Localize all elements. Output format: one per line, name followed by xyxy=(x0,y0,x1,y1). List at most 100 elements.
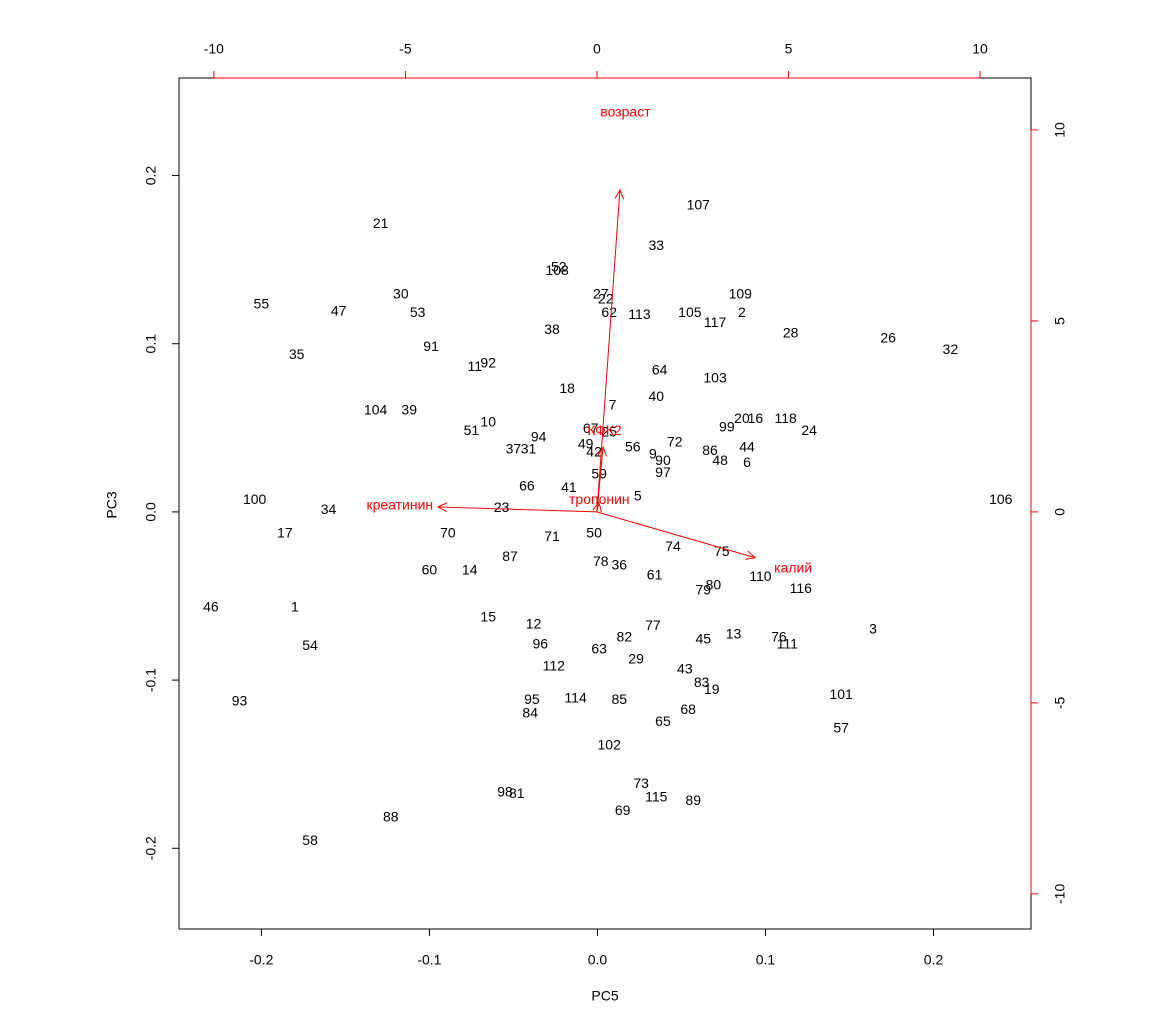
point-label: 103 xyxy=(703,370,727,386)
point-label: 49 xyxy=(578,435,594,451)
point-label: 37 xyxy=(506,440,522,456)
point-label: 27 xyxy=(593,286,609,302)
x-tick-label: 0.1 xyxy=(756,952,776,968)
point-label: 5 xyxy=(634,487,642,503)
point-label: 73 xyxy=(633,775,649,791)
point-label: 114 xyxy=(564,689,587,705)
point-label: 106 xyxy=(989,491,1013,507)
point-label: 52 xyxy=(551,259,567,275)
point-label: 14 xyxy=(462,561,478,577)
point-label: 9 xyxy=(649,445,657,461)
point-label: 94 xyxy=(531,429,547,445)
point-label: 82 xyxy=(617,629,633,645)
point-label: 41 xyxy=(561,479,577,495)
point-label: 32 xyxy=(943,341,959,357)
point-label: 68 xyxy=(680,701,696,717)
x-axis-label: PC5 xyxy=(591,988,618,1004)
y-tick-label: 0.1 xyxy=(143,334,159,354)
x-tick-label: -0.1 xyxy=(417,952,441,968)
point-label: 13 xyxy=(726,625,742,641)
point-label: 56 xyxy=(625,439,641,455)
y2-tick-label: 0 xyxy=(1052,508,1068,516)
point-label: 81 xyxy=(509,785,525,801)
point-label: 38 xyxy=(544,321,560,337)
point-label: 36 xyxy=(611,556,627,572)
loading-arrow xyxy=(596,446,604,512)
point-label: 110 xyxy=(749,568,772,584)
point-label: 53 xyxy=(410,304,426,320)
arrow-head xyxy=(614,188,625,200)
point-label: 17 xyxy=(277,524,293,540)
arrow-head xyxy=(745,550,757,560)
point-label: 87 xyxy=(502,548,518,564)
point-label: 6 xyxy=(743,454,751,470)
point-label: 95 xyxy=(524,691,540,707)
point-label: 67 xyxy=(583,420,599,436)
point-label: 97 xyxy=(655,464,671,480)
point-label: 70 xyxy=(440,524,456,540)
point-label: 29 xyxy=(628,651,644,667)
x-tick-label: 0.2 xyxy=(924,952,944,968)
y-tick-label: -0.1 xyxy=(143,668,159,692)
y-tick-label: 0.0 xyxy=(143,502,159,522)
y-tick-label: 0.2 xyxy=(143,166,159,186)
point-label: 7 xyxy=(609,397,617,413)
point-label: 98 xyxy=(497,783,513,799)
point-label: 48 xyxy=(712,452,728,468)
point-label: 66 xyxy=(519,477,535,493)
point-label: 26 xyxy=(880,329,896,345)
point-label: 64 xyxy=(652,361,668,377)
point-label: 111 xyxy=(777,635,798,651)
point-label: 19 xyxy=(704,681,720,697)
point-label: 24 xyxy=(801,422,817,438)
loading-arrow xyxy=(596,511,756,559)
point-label: 74 xyxy=(665,538,681,554)
point-label: 76 xyxy=(771,629,787,645)
point-label: 77 xyxy=(645,617,661,633)
x-tick-label: -0.2 xyxy=(249,952,273,968)
point-label: 96 xyxy=(533,635,549,651)
point-label: 25 xyxy=(601,424,617,440)
x2-tick-label: 10 xyxy=(972,41,988,57)
point-label: 109 xyxy=(729,286,753,302)
point-label: 88 xyxy=(383,809,399,825)
y2-tick-label: 5 xyxy=(1052,317,1068,325)
point-label: 1 xyxy=(291,598,299,614)
point-label: 54 xyxy=(302,637,318,653)
point-label: 90 xyxy=(655,452,671,468)
point-label: 42 xyxy=(586,444,602,460)
x2-tick-label: -5 xyxy=(399,41,412,57)
point-label: 18 xyxy=(559,380,575,396)
point-label: 108 xyxy=(545,262,569,278)
point-label: 116 xyxy=(790,580,813,596)
arrow-head xyxy=(597,445,608,457)
point-label: 35 xyxy=(289,346,305,362)
arrow-head xyxy=(592,501,602,513)
x2-tick-label: -10 xyxy=(204,41,224,57)
x-tick-label: 0.0 xyxy=(588,952,608,968)
point-label: 33 xyxy=(648,237,664,253)
point-label: 118 xyxy=(774,410,797,426)
y2-tick-label: -5 xyxy=(1052,696,1068,709)
point-label: 21 xyxy=(373,215,389,231)
point-label: 34 xyxy=(321,501,337,517)
point-label: 80 xyxy=(706,577,722,593)
point-label: 79 xyxy=(696,582,712,598)
point-label: 104 xyxy=(364,402,388,418)
loading-label: тропонин xyxy=(569,491,630,507)
point-label: 62 xyxy=(601,304,617,320)
point-label: 40 xyxy=(648,388,664,404)
point-label: 92 xyxy=(480,355,496,371)
arrow-head xyxy=(436,502,448,513)
point-label: 57 xyxy=(833,720,849,736)
point-label: 112 xyxy=(543,657,566,673)
y2-tick-label: -10 xyxy=(1052,884,1068,904)
point-label: 113 xyxy=(628,306,651,322)
point-label: 85 xyxy=(611,691,627,707)
point-label: 84 xyxy=(522,704,538,720)
point-label: 72 xyxy=(667,434,683,450)
point-label: 47 xyxy=(331,302,347,318)
point-label: 60 xyxy=(422,561,438,577)
point-label: 102 xyxy=(598,736,622,752)
point-label: 93 xyxy=(232,693,248,709)
